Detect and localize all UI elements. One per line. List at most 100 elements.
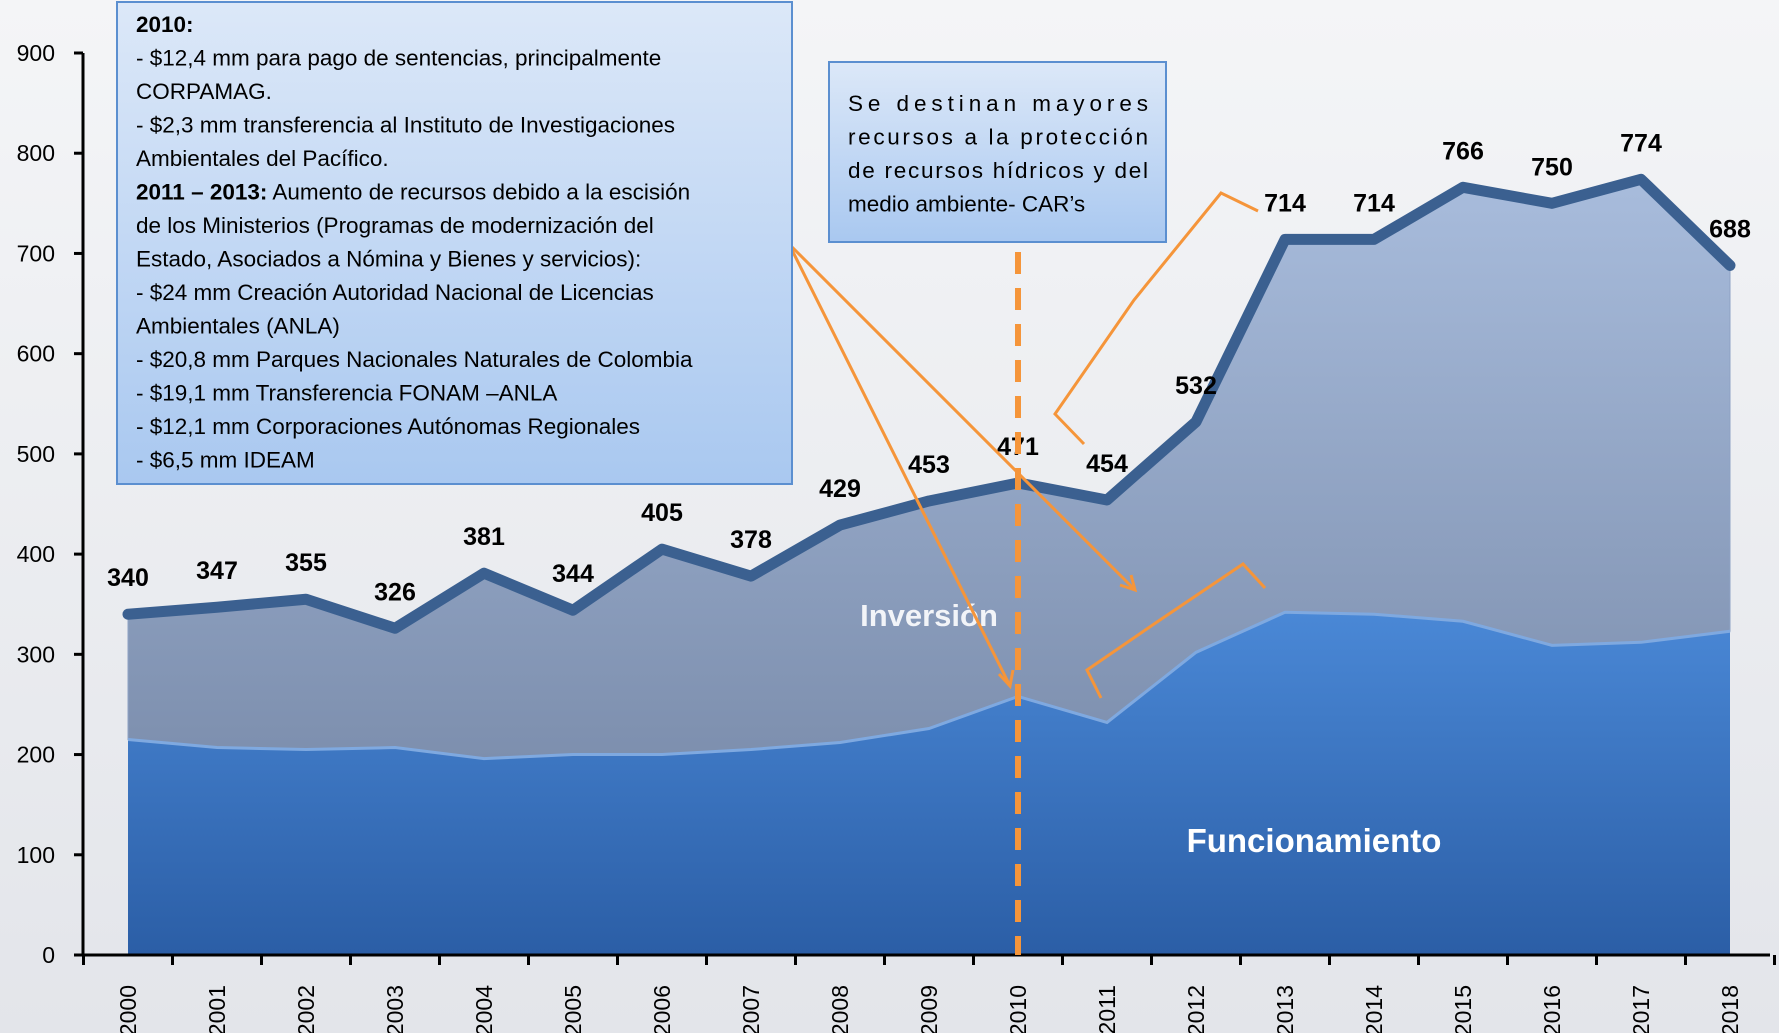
annotation-text: Ambientales (ANLA) <box>136 314 340 339</box>
x-tick-label: 2015 <box>1450 985 1476 1033</box>
annotation-line: 2011 – 2013: Aumento de recursos debido … <box>136 180 690 205</box>
annotation-line: CORPAMAG. <box>136 79 272 104</box>
annotation-line: 2010: <box>136 12 194 37</box>
overlay <box>787 191 1267 955</box>
annotation-text: medio ambiente- CAR’s <box>848 192 1085 217</box>
annotation-line: - $20,8 mm Parques Nacionales Naturales … <box>136 347 693 372</box>
x-tick-label: 2006 <box>649 985 675 1033</box>
data-label: 714 <box>1353 189 1395 217</box>
data-label: 750 <box>1531 153 1573 181</box>
y-tick-label: 200 <box>17 742 55 768</box>
data-label: 766 <box>1442 137 1484 165</box>
annotation-line: recursos a la protección <box>848 125 1148 150</box>
annotations: 2010: - $12,4 mm para pago de sentencias,… <box>116 1 1167 485</box>
annotation-text: de los Ministerios (Programas de moderni… <box>136 213 654 238</box>
annotation-box <box>116 1 793 485</box>
annotation-line: de recursos hídricos y del <box>848 158 1148 183</box>
y-tick-label: 700 <box>17 240 55 266</box>
data-label: 378 <box>730 526 772 554</box>
annotation-text: de recursos hídricos y del <box>848 158 1148 183</box>
arrowhead <box>997 669 1015 690</box>
data-label: 344 <box>552 560 594 588</box>
annotation-text: - $24 mm Creación Autoridad Nacional de … <box>136 280 654 305</box>
annotation-text: Aumento de recursos debido a la escisión <box>267 180 690 205</box>
annotation-line: Estado, Asociados a Nómina y Bienes y se… <box>136 247 641 272</box>
data-label: 454 <box>1086 450 1128 478</box>
annotation-box <box>828 61 1167 243</box>
y-tick-label: 600 <box>17 341 55 367</box>
annotation-line: de los Ministerios (Programas de moderni… <box>136 213 654 238</box>
x-tick-label: 2013 <box>1272 985 1298 1033</box>
annotation-line: - $24 mm Creación Autoridad Nacional de … <box>136 280 654 305</box>
arrow <box>787 243 1012 687</box>
annotation-line: - $12,1 mm Corporaciones Autónomas Regio… <box>136 414 640 439</box>
annotation-text: - $6,5 mm IDEAM <box>136 448 315 473</box>
plot: 3403473553263813444053784294534714545327… <box>17 40 1776 1033</box>
total-line <box>122 173 1736 634</box>
arrowhead <box>1119 574 1138 593</box>
data-label: 326 <box>374 578 416 606</box>
annotation-bold: 2011 – 2013: <box>136 180 267 205</box>
annotation-text: - $20,8 mm Parques Nacionales Naturales … <box>136 347 693 372</box>
data-label: 381 <box>463 523 505 551</box>
y-tick-label: 300 <box>17 641 55 667</box>
brace <box>1085 562 1267 699</box>
data-label: 532 <box>1175 372 1217 400</box>
x-tick-label: 2004 <box>471 985 497 1033</box>
x-tick-label: 2008 <box>827 985 853 1033</box>
x-tick-label: 2016 <box>1539 985 1565 1033</box>
y-tick-label: 800 <box>17 140 55 166</box>
area-label: Funcionamiento <box>1187 822 1442 859</box>
annotation-text: - $12,1 mm Corporaciones Autónomas Regio… <box>136 414 640 439</box>
annotation-line: Se destinan mayores <box>848 91 1148 116</box>
x-tick-label: 2012 <box>1183 985 1209 1033</box>
annotation-text: CORPAMAG. <box>136 79 272 104</box>
annotation-text: Se destinan mayores <box>848 91 1148 116</box>
x-tick-label: 2018 <box>1717 985 1743 1033</box>
data-label: 453 <box>908 451 950 479</box>
annotation-text: Estado, Asociados a Nómina y Bienes y se… <box>136 247 641 272</box>
x-tick-label: 2000 <box>115 985 141 1033</box>
annotation-line: - $2,3 mm transferencia al Instituto de … <box>136 113 675 138</box>
annotation-line: - $19,1 mm Transferencia FONAM –ANLA <box>136 381 557 406</box>
annotation-text: recursos a la protección <box>848 125 1148 150</box>
annotation-line: - $6,5 mm IDEAM <box>136 448 315 473</box>
annotation-text: - $12,4 mm para pago de sentencias, prin… <box>136 46 661 71</box>
annotation-bold: 2010: <box>136 12 194 37</box>
x-tick-label: 2014 <box>1361 985 1387 1033</box>
area-edge <box>127 610 1731 761</box>
callout-arrows <box>787 191 1267 699</box>
data-label: 429 <box>819 475 861 503</box>
area-label: Inversión <box>860 598 998 633</box>
data-label: 340 <box>107 564 149 592</box>
annotation-line: Ambientales (ANLA) <box>136 314 340 339</box>
x-tick-label: 2010 <box>1005 985 1031 1033</box>
x-tick-label: 2009 <box>916 985 942 1033</box>
data-label: 347 <box>196 557 238 585</box>
y-tick-label: 400 <box>17 541 55 567</box>
y-tick-label: 100 <box>17 842 55 868</box>
area-funcionamiento <box>128 612 1730 955</box>
x-tick-label: 2005 <box>560 985 586 1033</box>
annotation-line: Ambientales del Pacífico. <box>136 146 389 171</box>
data-label: 405 <box>641 499 683 527</box>
x-tick-label: 2003 <box>382 985 408 1033</box>
x-tick-label: 2001 <box>204 985 230 1033</box>
x-tick-label: 2002 <box>293 985 319 1033</box>
y-tick-label: 0 <box>42 942 55 968</box>
y-tick-label: 900 <box>17 40 55 66</box>
data-label: 774 <box>1620 129 1662 157</box>
data-label: 355 <box>285 549 327 577</box>
data-label: 714 <box>1264 189 1306 217</box>
annotation-text: - $2,3 mm transferencia al Instituto de … <box>136 113 675 138</box>
x-tick-label: 2011 <box>1094 985 1120 1033</box>
x-tick-label: 2007 <box>738 985 764 1033</box>
data-label: 688 <box>1709 215 1751 243</box>
annotation-text: Ambientales del Pacífico. <box>136 146 389 171</box>
brace <box>1053 191 1259 446</box>
x-tick-label: 2017 <box>1628 985 1654 1033</box>
annotation-line: medio ambiente- CAR’s <box>848 192 1085 217</box>
arrow <box>787 242 1137 592</box>
